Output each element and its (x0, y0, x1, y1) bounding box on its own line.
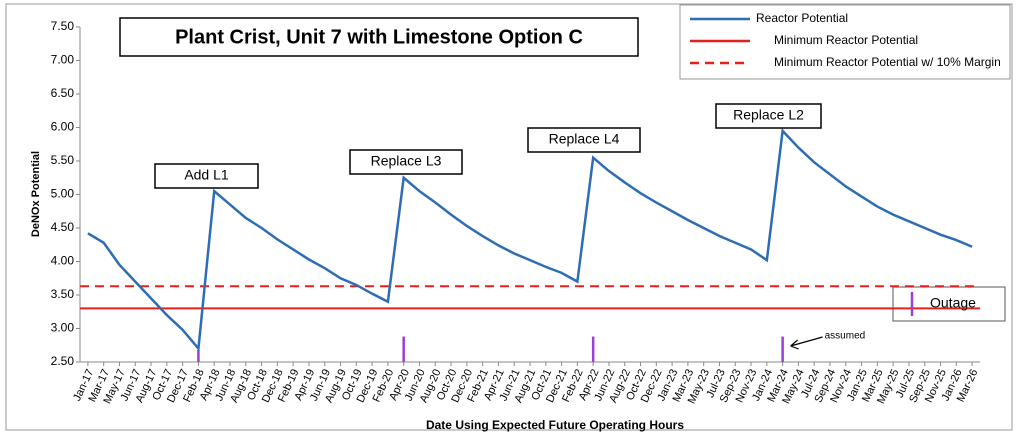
y-tick-label: 5.50 (51, 153, 75, 167)
annotation: assumed (825, 331, 866, 342)
chart-border (5, 3, 1013, 431)
y-tick-label: 5.00 (51, 187, 75, 201)
y-tick-label: 6.50 (51, 86, 75, 100)
y-tick-label: 2.50 (51, 354, 75, 368)
y-tick-label: 4.00 (51, 254, 75, 268)
annotation-box (349, 149, 463, 175)
annotation: Replace L4 (549, 131, 620, 147)
annotation: Add L1 (184, 167, 229, 183)
annotation-box (154, 163, 259, 189)
chart-title: Plant Crist, Unit 7 with Limestone Optio… (175, 26, 583, 48)
y-tick-label: 6.00 (51, 120, 75, 134)
y-tick-label: 7.00 (51, 53, 75, 67)
annotation-box (715, 103, 822, 129)
y-tick-label: 3.00 (51, 321, 75, 335)
annotation-arrow (790, 336, 823, 350)
y-tick-label: 7.50 (51, 19, 75, 33)
y-tick-label: 3.50 (51, 287, 75, 301)
y-tick-label: 4.50 (51, 220, 75, 234)
series-line (87, 128, 973, 352)
legend-label: Outage (930, 295, 976, 311)
annotation-box (527, 127, 641, 153)
annotation: Replace L2 (733, 107, 804, 123)
legend-label: Minimum Reactor Potential (774, 33, 918, 47)
title-box (119, 17, 639, 57)
x-axis-label: Date Using Expected Future Operating Hou… (426, 418, 684, 432)
legend-label: Minimum Reactor Potential w/ 10% Margin (774, 55, 1001, 69)
y-axis-label: DeNOx Potential (30, 151, 42, 237)
legend-label: Reactor Potential (756, 11, 848, 25)
annotation: Replace L3 (371, 153, 442, 169)
